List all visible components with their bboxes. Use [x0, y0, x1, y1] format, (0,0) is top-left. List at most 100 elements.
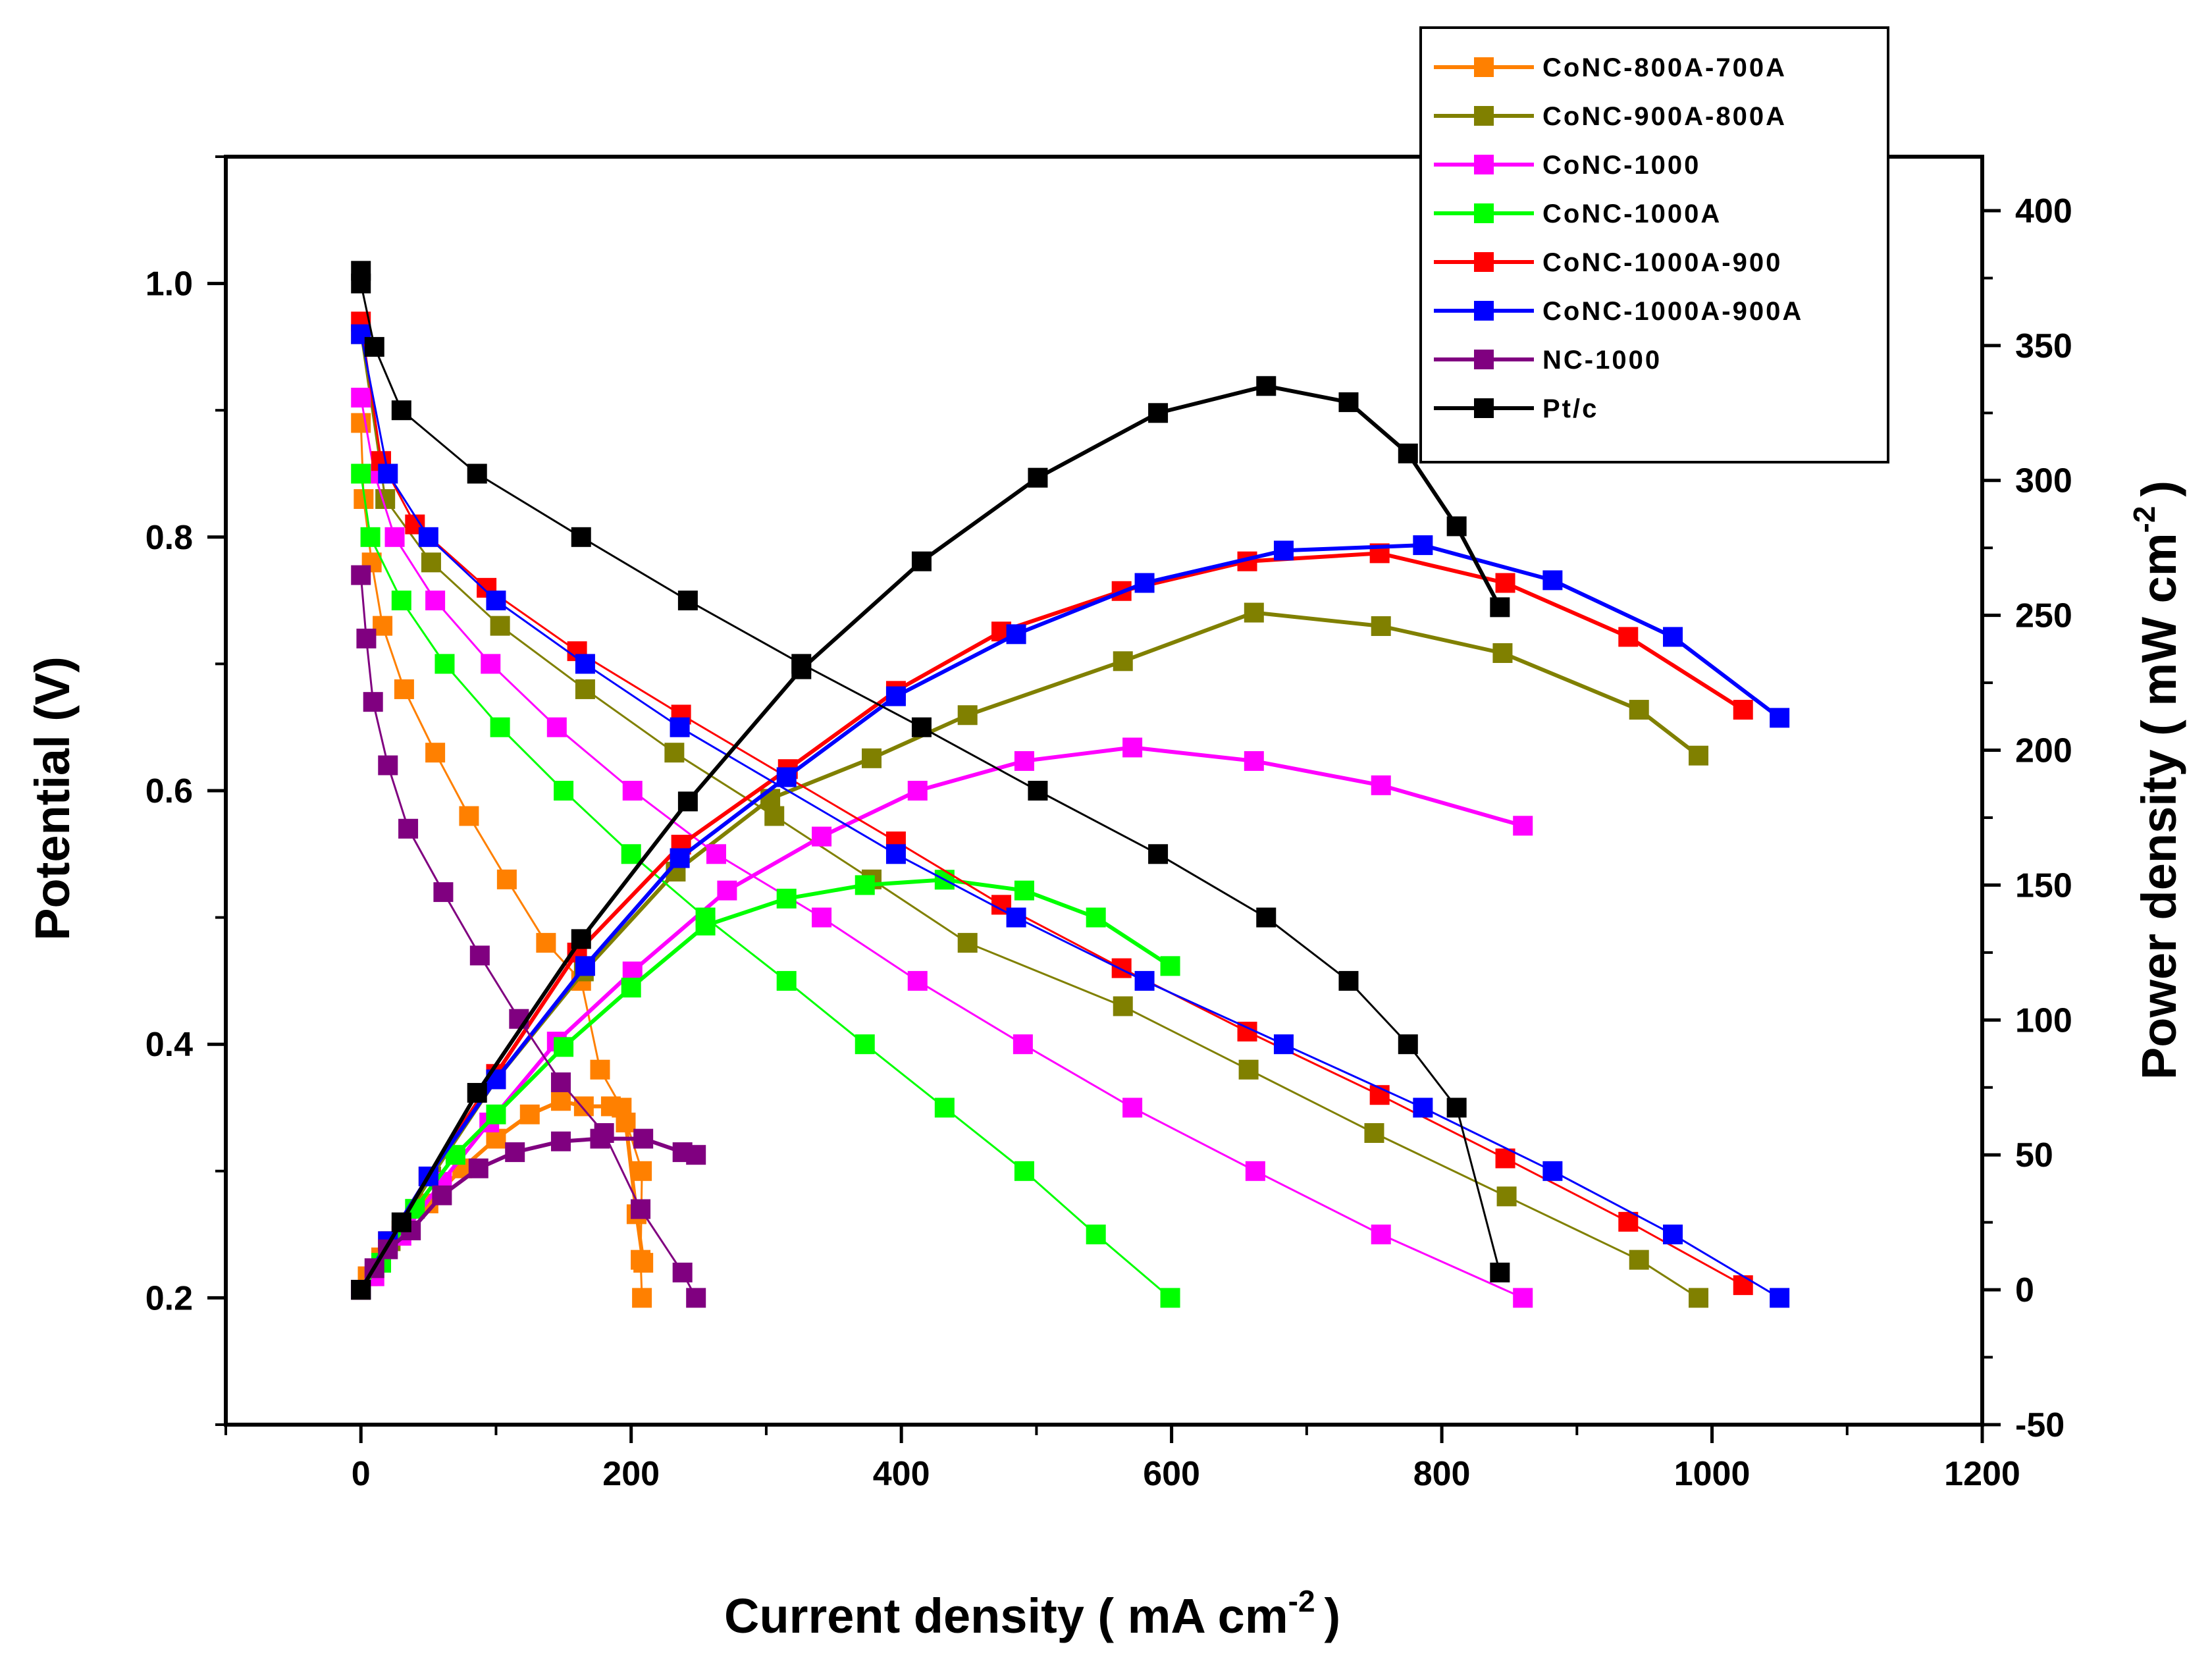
series-pt-c: [351, 261, 1510, 1300]
polarization-point: [1256, 907, 1277, 928]
power-point: [677, 791, 698, 812]
legend-label: Pt/c: [1542, 394, 1598, 423]
power-point: [432, 1185, 452, 1205]
power-point: [1490, 597, 1510, 618]
polarization-point: [425, 591, 446, 611]
power-point: [633, 1128, 654, 1149]
y-axis-title: Potential (V): [25, 656, 80, 941]
power-point: [1495, 573, 1515, 593]
power-point: [550, 1131, 571, 1151]
series-layer: [351, 261, 1790, 1308]
power-point: [1663, 627, 1683, 647]
polarization-point: [486, 591, 506, 611]
power-point: [1513, 816, 1533, 836]
power-point: [1629, 700, 1649, 720]
polarization-point: [885, 844, 906, 864]
legend-marker: [1474, 57, 1494, 77]
power-point: [911, 551, 932, 571]
polarization-point: [1273, 1034, 1294, 1055]
legend-item-pt-c: Pt/c: [1434, 394, 1598, 423]
legend-label: NC-1000: [1542, 346, 1662, 375]
power-point: [1371, 775, 1391, 795]
series-conc-1000a: [351, 463, 1180, 1308]
polarization-point: [1496, 1186, 1517, 1207]
legend-marker: [1474, 252, 1494, 272]
legend-item-conc-1000: CoNC-1000: [1434, 151, 1698, 180]
polarization-point: [356, 628, 377, 648]
polarization-point: [391, 400, 411, 421]
power-line: [359, 384, 1502, 1291]
y2-tick-label: 50: [2015, 1136, 2053, 1174]
power-point: [776, 767, 797, 787]
polarization-point: [378, 755, 398, 776]
legend-label: CoNC-800A-700A: [1542, 53, 1787, 82]
power-point: [1244, 751, 1264, 771]
power-point: [468, 1158, 488, 1178]
power-point: [812, 826, 832, 847]
polarization-point: [469, 945, 490, 966]
x-tick-label: 800: [1413, 1455, 1471, 1493]
y-tick-label: 0.4: [145, 1026, 193, 1064]
power-point: [519, 1104, 540, 1124]
legend-item-conc-1000a-900a: CoNC-1000A-900A: [1434, 297, 1801, 326]
power-point: [1398, 443, 1418, 463]
polarization-point: [670, 717, 690, 737]
polarization-point: [621, 844, 641, 864]
power-point: [467, 1082, 487, 1103]
polarization-point: [546, 717, 567, 737]
x-tick-label: 1200: [1944, 1455, 2020, 1493]
y2-axis-title: Power density ( mW cm-2): [2127, 481, 2186, 1080]
polarization-point: [1245, 1161, 1265, 1181]
power-point: [1160, 956, 1180, 976]
series-conc-800a-700a: [351, 413, 654, 1308]
y-tick-label: 1.0: [145, 265, 193, 303]
series-nc-1000: [351, 565, 706, 1308]
polarization-line: [359, 271, 1501, 1273]
power-point: [621, 978, 641, 998]
polarization-point: [957, 933, 978, 953]
polarization-point: [363, 692, 383, 712]
polarization-point: [1371, 1225, 1391, 1245]
y2-tick-label: 150: [2015, 866, 2072, 905]
x-tick-label: 400: [873, 1455, 930, 1493]
polarization-point: [1160, 1288, 1180, 1308]
polarization-point: [1446, 1097, 1467, 1118]
polarization-point: [1338, 970, 1359, 991]
polarization-point: [536, 933, 556, 953]
polarization-point: [1013, 1034, 1033, 1055]
polarization-point: [934, 1097, 955, 1118]
polarization-point: [1028, 781, 1048, 801]
legend: CoNC-800A-700A CoNC-900A-800A CoNC-1000 CoN…: [1419, 26, 1889, 463]
polarization-point: [1490, 1262, 1510, 1282]
polarization-point: [490, 616, 510, 636]
power-point: [695, 915, 716, 936]
polarization-point: [1629, 1250, 1649, 1270]
polarization-point: [378, 463, 398, 484]
polarization-point: [467, 463, 487, 484]
legend-frame: [1419, 26, 1889, 463]
axes: 0 200 400 600 800 1000 1200 0.2 0.4 0.6 0.8 1.0 -50 0…: [145, 155, 2072, 1493]
power-point: [550, 1091, 571, 1111]
polarization-point: [1148, 844, 1169, 864]
power-point: [885, 686, 906, 706]
legend-item-conc-900a-800a: CoNC-900A-800A: [1434, 102, 1785, 131]
series-conc-1000a-900a: [351, 324, 1790, 1308]
power-point: [686, 1145, 706, 1165]
polarization-point: [550, 1072, 571, 1092]
series-conc-1000: [351, 387, 1533, 1308]
polarization-point: [672, 1262, 693, 1282]
y2-tick-label: 200: [2015, 732, 2072, 770]
polarization-point: [1663, 1225, 1683, 1245]
legend-marker: [1474, 398, 1494, 418]
polarization-point: [812, 907, 832, 928]
x-tick-label: 1000: [1674, 1455, 1751, 1493]
legend-label: CoNC-1000A-900: [1542, 248, 1782, 277]
power-point: [1492, 643, 1513, 664]
power-point: [391, 1212, 411, 1232]
power-point: [1244, 602, 1264, 623]
polarization-point: [575, 679, 595, 699]
y2-tick-label: 100: [2015, 1001, 2072, 1040]
power-point: [1446, 516, 1467, 537]
polarization-point: [764, 806, 785, 826]
power-point: [1542, 570, 1563, 591]
